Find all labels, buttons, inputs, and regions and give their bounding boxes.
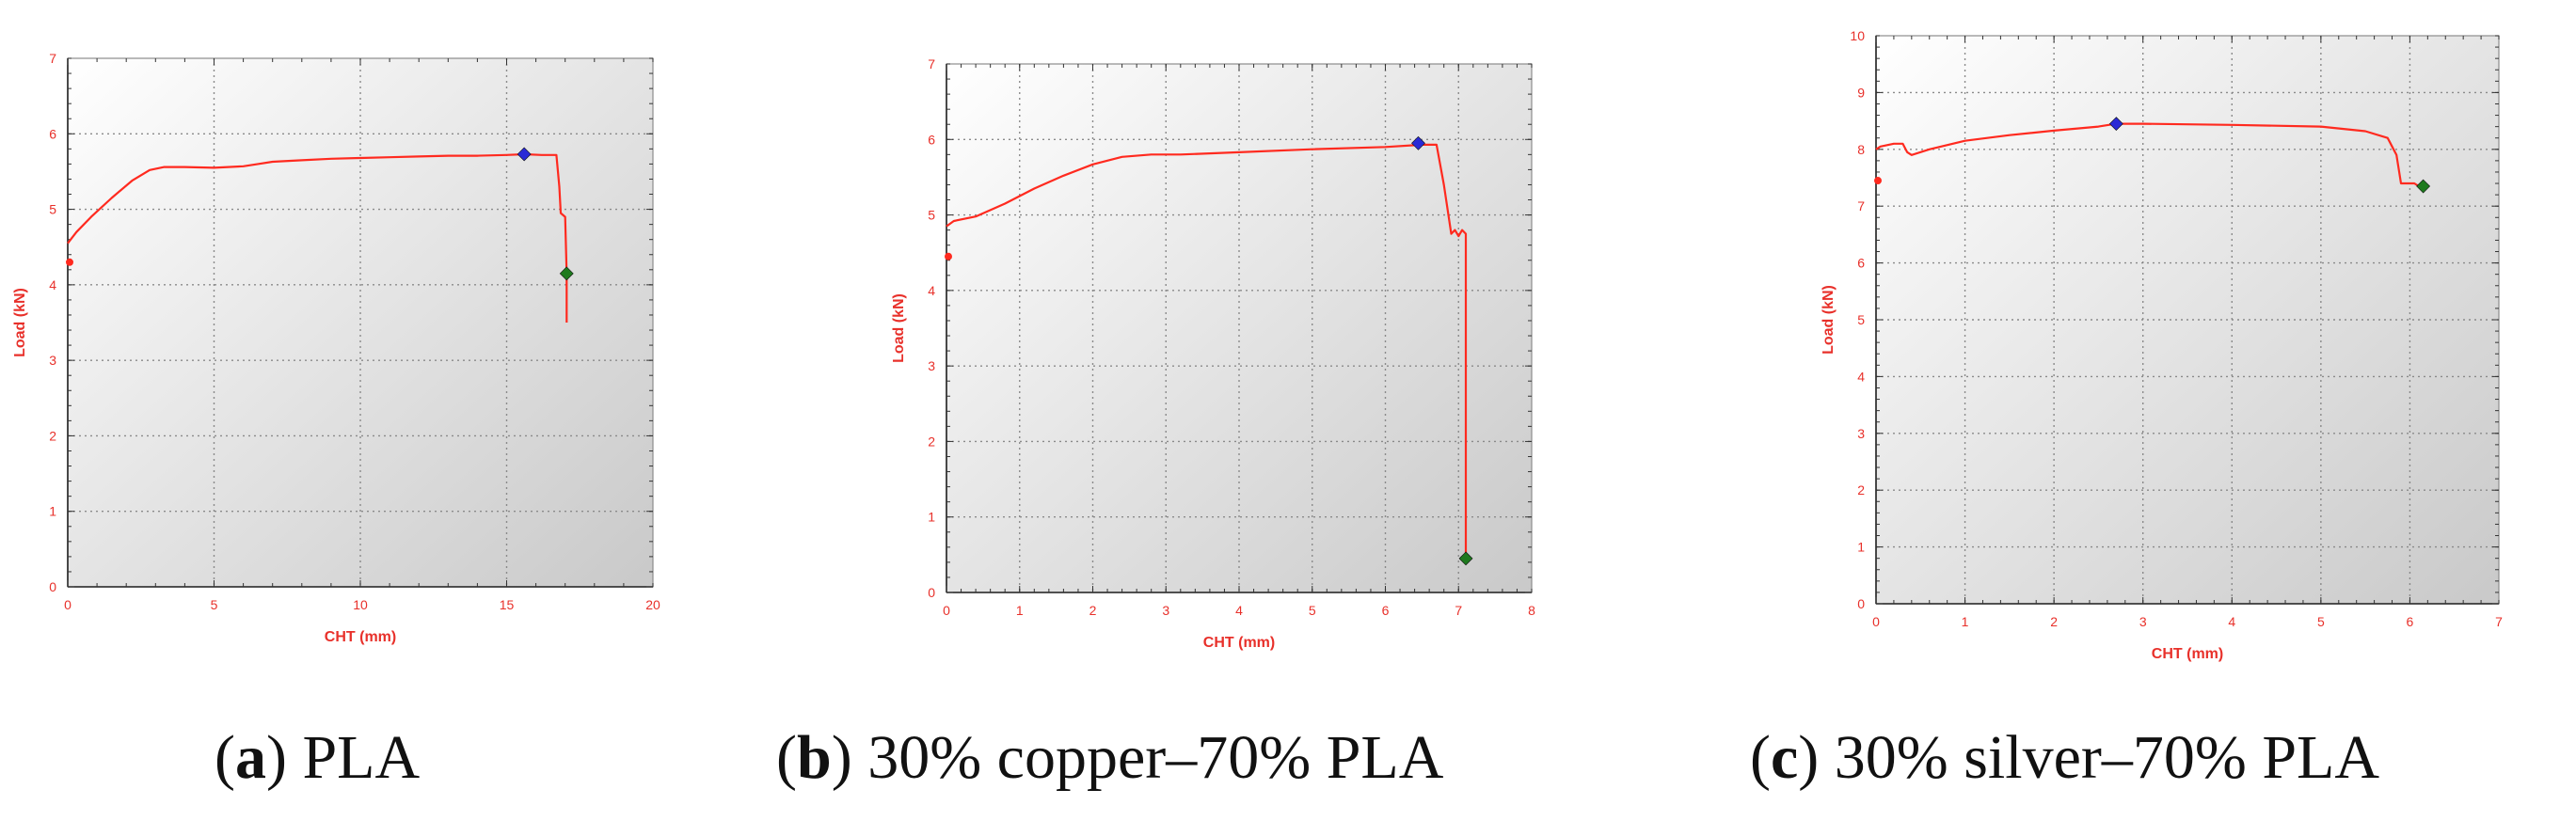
y-tick-label: 9 [1857, 85, 1865, 100]
series-line-0 [67, 152, 568, 323]
y-tick-label: 1 [928, 510, 935, 525]
y-axis-title: Load (kN) [12, 288, 28, 357]
x-axis-title: CHT (mm) [2152, 646, 2223, 662]
caption-a-text: PLA [286, 723, 421, 792]
x-tick-label: 20 [645, 597, 660, 612]
x-tick-label: 6 [2407, 614, 2414, 629]
x-tick-label: 10 [353, 597, 368, 612]
chart-panel-a: 0 5 10 15 20 0 1 2 3 4 5 6 7 CHT (mm) Load (kN) (a) PL… [0, 0, 715, 821]
y-tick-label: 8 [1857, 142, 1865, 157]
y-tick-label: 4 [49, 277, 56, 292]
x-tick-label: 7 [1455, 603, 1462, 618]
y-tick-label: 7 [1857, 198, 1865, 213]
y-tick-label: 0 [49, 579, 56, 594]
y-tick-label: 3 [1857, 426, 1865, 441]
y-tick-label: 5 [928, 208, 935, 223]
y-tick-label: 7 [49, 51, 56, 66]
chart-panel-b: 0 1 2 3 4 5 6 7 8 0 1 2 3 4 5 6 7 CHT (mm) Load (kN) (b) 3… [776, 0, 1675, 821]
y-tick-label: 0 [928, 585, 935, 600]
x-tick-label: 6 [1382, 603, 1390, 618]
x-axis-title: CHT (mm) [325, 629, 396, 645]
x-tick-label: 4 [2228, 614, 2235, 629]
x-tick-label: 15 [500, 597, 515, 612]
y-tick-label: 6 [1857, 256, 1865, 271]
y-tick-label: 3 [49, 353, 56, 368]
max-load-marker [1411, 135, 1425, 150]
x-tick-label: 3 [2139, 614, 2147, 629]
caption-c: (c) 30% silver–70% PLA [1750, 723, 2380, 792]
y-tick-label: 10 [1850, 28, 1865, 43]
start-point-marker [1874, 177, 1882, 185]
x-tick-label: 1 [1962, 614, 1969, 629]
x-axis-title: CHT (mm) [1203, 635, 1275, 651]
y-tick-label: 1 [49, 504, 56, 519]
start-point-marker [945, 252, 952, 261]
load-cht-chart-c: 0 1 2 3 4 5 6 7 0 1 2 3 4 5 6 7 8 9 10 CHT (mm) Load (kN) [1821, 28, 2503, 662]
start-point-marker [66, 258, 73, 266]
caption-b-text: 30% copper–70% PLA [851, 723, 1444, 792]
x-tick-label: 5 [211, 597, 218, 612]
x-tick-label: 5 [2317, 614, 2325, 629]
y-tick-label: 0 [1857, 596, 1865, 611]
y-tick-label: 2 [49, 428, 56, 443]
caption-b: (b) 30% copper–70% PLA [776, 723, 1444, 792]
caption-c-text: 30% silver–70% PLA [1819, 723, 2380, 792]
y-tick-label: 4 [1857, 369, 1865, 384]
y-tick-label: 5 [1857, 312, 1865, 327]
y-axis-title: Load (kN) [1821, 285, 1837, 355]
y-tick-label: 3 [928, 358, 935, 373]
break-point-marker [2416, 179, 2431, 194]
x-tick-label: 0 [64, 597, 72, 612]
y-tick-label: 6 [928, 132, 935, 147]
x-tick-label: 7 [2495, 614, 2503, 629]
caption-a-letter: a [234, 723, 266, 792]
max-load-marker [517, 147, 532, 162]
break-point-marker [1458, 551, 1473, 566]
max-load-marker [2108, 117, 2123, 132]
x-tick-label: 0 [1872, 614, 1880, 629]
x-tick-label: 4 [1235, 603, 1243, 618]
x-tick-label: 5 [1309, 603, 1316, 618]
break-point-marker [559, 266, 574, 281]
x-tick-label: 1 [1016, 603, 1024, 618]
y-tick-label: 2 [1857, 482, 1865, 497]
caption-a: (a) PLA [215, 723, 421, 792]
x-tick-label: 3 [1162, 603, 1169, 618]
caption-b-letter: b [796, 723, 832, 792]
x-tick-label: 8 [1528, 603, 1535, 618]
x-tick-label: 2 [2050, 614, 2058, 629]
caption-c-letter: c [1770, 723, 1799, 792]
y-tick-label: 2 [928, 434, 935, 449]
y-axis-title: Load (kN) [891, 293, 907, 363]
x-tick-label: 0 [943, 603, 950, 618]
series-line-0 [946, 143, 1468, 555]
series-line-0 [1875, 122, 2420, 188]
chart-panel-c: 0 1 2 3 4 5 6 7 0 1 2 3 4 5 6 7 8 9 10 CHT (mm) Load (kN) (c… [1750, 0, 2576, 821]
load-cht-chart-b: 0 1 2 3 4 5 6 7 8 0 1 2 3 4 5 6 7 CHT (mm) Load (kN) [891, 56, 1535, 651]
y-tick-label: 7 [928, 56, 935, 71]
y-tick-label: 6 [49, 126, 56, 141]
y-tick-label: 4 [928, 283, 935, 298]
y-tick-label: 5 [49, 202, 56, 217]
x-tick-label: 2 [1089, 603, 1097, 618]
load-cht-chart-a: 0 5 10 15 20 0 1 2 3 4 5 6 7 CHT (mm) Load (kN) [12, 51, 660, 645]
y-tick-label: 1 [1857, 540, 1865, 555]
